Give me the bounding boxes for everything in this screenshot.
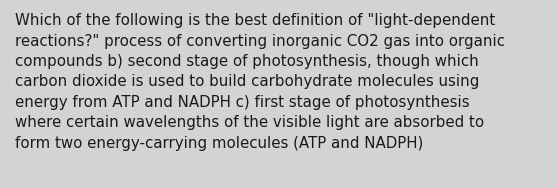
Text: Which of the following is the best definition of "light-dependent
reactions?" pr: Which of the following is the best defin…: [15, 13, 505, 151]
